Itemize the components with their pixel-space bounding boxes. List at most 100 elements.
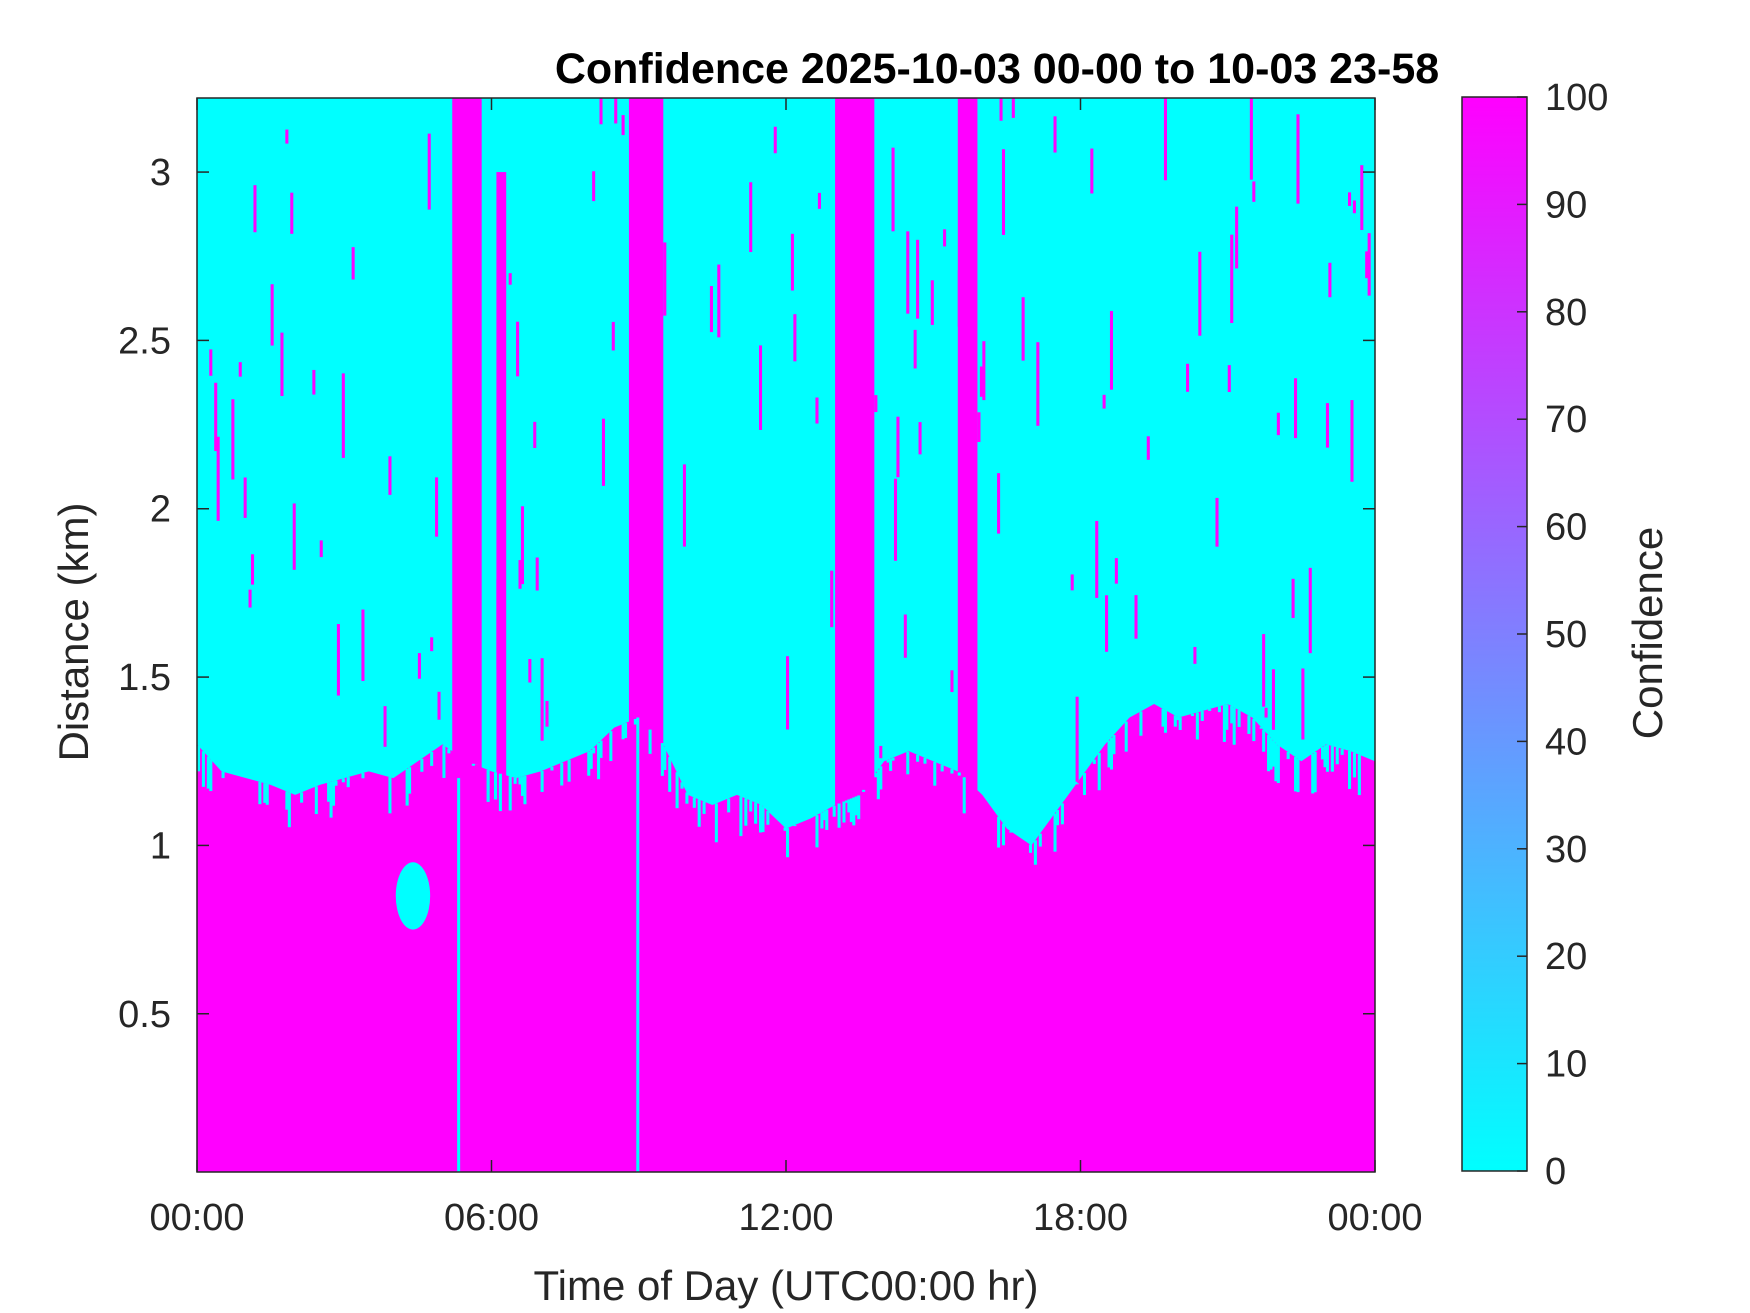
- y-tick-label: 2.5: [118, 320, 171, 362]
- speckle-mark: [773, 126, 777, 154]
- colorbar-tick-label: 10: [1545, 1044, 1587, 1086]
- chart-title: Confidence 2025-10-03 00-00 to 10-03 23-…: [555, 45, 1439, 93]
- y-tick-label: 1: [150, 825, 171, 867]
- speckle-mark: [1112, 734, 1116, 755]
- speckle-mark: [847, 799, 851, 813]
- speckle-mark: [842, 801, 846, 823]
- plot-area: [197, 98, 1375, 1172]
- speckle-mark: [1340, 748, 1344, 755]
- colorbar-tick-label: 0: [1545, 1151, 1566, 1193]
- speckle-mark: [761, 806, 765, 833]
- speckle-mark: [528, 659, 532, 683]
- speckle-mark: [643, 191, 647, 237]
- speckle-mark: [1235, 206, 1239, 269]
- speckle-mark: [408, 767, 412, 794]
- speckle-mark: [918, 422, 922, 455]
- speckle-mark: [1311, 753, 1315, 794]
- speckle-mark: [1296, 114, 1300, 204]
- speckle-mark: [280, 332, 284, 397]
- speckle-mark: [1276, 412, 1280, 436]
- speckle-mark: [1163, 710, 1167, 733]
- speckle-mark: [1237, 710, 1241, 727]
- speckle-mark: [660, 743, 664, 776]
- speckle-layer: [197, 98, 1371, 865]
- speckle-mark: [1161, 708, 1165, 727]
- speckle-mark: [197, 745, 201, 772]
- speckle-mark: [817, 192, 821, 209]
- speckle-mark: [231, 399, 235, 480]
- speckle-mark: [351, 247, 355, 280]
- speckle-mark: [1252, 718, 1256, 742]
- speckle-mark: [508, 776, 512, 811]
- speckle-mark: [1296, 758, 1300, 793]
- speckle-mark: [886, 759, 890, 763]
- plume-column-3: [835, 98, 875, 1172]
- speckle-mark: [624, 723, 628, 739]
- speckle-mark: [329, 781, 333, 818]
- speckle-mark: [1252, 181, 1256, 202]
- speckle-mark: [486, 769, 490, 802]
- speckle-mark: [943, 229, 947, 247]
- speckle-mark: [1193, 646, 1197, 664]
- speckle-mark: [960, 416, 964, 430]
- speckle-mark: [523, 775, 527, 805]
- speckle-mark: [1075, 696, 1079, 782]
- speckle-mark: [1227, 365, 1231, 393]
- speckle-mark: [962, 191, 966, 200]
- speckle-mark: [1286, 751, 1290, 760]
- speckle-mark: [1357, 754, 1361, 796]
- speckle-mark: [258, 781, 262, 805]
- speckle-mark: [361, 609, 365, 682]
- speckle-mark: [1352, 200, 1356, 214]
- speckle-mark: [1330, 746, 1334, 772]
- speckle-mark: [1055, 810, 1060, 826]
- speckle-mark: [685, 792, 689, 804]
- speckle-mark: [206, 756, 210, 789]
- speckle-mark: [862, 789, 866, 792]
- speckle-mark: [621, 115, 625, 136]
- speckle-mark: [967, 98, 971, 101]
- speckle-mark: [1053, 813, 1057, 852]
- speckle-mark: [727, 798, 731, 813]
- speckle-mark: [1090, 148, 1094, 194]
- speckle-mark: [1230, 706, 1234, 724]
- colorbar-tick-label: 80: [1545, 292, 1587, 334]
- axes: 00:00 06:00 12:00 18:00 00:00 0.5 1 1.5 2 2.5 3: [118, 97, 1423, 1239]
- speckle-mark: [518, 777, 522, 785]
- speckle-mark: [319, 540, 323, 558]
- speckle-mark: [749, 182, 753, 253]
- speckle-mark: [560, 762, 564, 786]
- speckle-mark: [346, 777, 350, 788]
- speckle-mark: [759, 804, 763, 833]
- speckle-mark: [250, 554, 255, 585]
- speckle-mark: [844, 800, 848, 803]
- speckle-mark: [682, 464, 686, 547]
- speckle-mark: [793, 314, 797, 362]
- speckle-mark: [1001, 823, 1006, 846]
- speckle-mark: [1323, 745, 1327, 768]
- cyan-gap-1: [636, 717, 640, 1172]
- speckle-mark: [739, 796, 743, 837]
- speckle-mark: [417, 653, 421, 679]
- speckle-mark: [837, 803, 841, 828]
- speckle-mark: [1262, 634, 1266, 707]
- speckle-mark: [663, 242, 667, 316]
- speckle-mark: [476, 98, 480, 111]
- speckle-mark: [1208, 709, 1212, 711]
- speckle-mark: [1173, 715, 1177, 727]
- x-tick-label: 12:00: [738, 1197, 833, 1239]
- speckle-mark: [979, 366, 983, 397]
- speckle-mark: [589, 749, 593, 769]
- speckle-mark: [285, 791, 289, 810]
- speckle-mark: [430, 637, 434, 652]
- colorbar: 0 10 20 30 40 50 60 70 80 90 100: [1461, 77, 1608, 1193]
- plume-column-4: [957, 98, 978, 1172]
- speckle-mark: [663, 746, 667, 770]
- speckle-mark: [675, 772, 679, 809]
- speckle-mark: [692, 797, 696, 808]
- speckle-mark: [793, 825, 797, 827]
- speckle-mark: [1335, 747, 1339, 765]
- colorbar-scale: [1461, 96, 1528, 1172]
- speckle-mark: [614, 98, 618, 124]
- colorbar-tick-label: 100: [1545, 77, 1608, 119]
